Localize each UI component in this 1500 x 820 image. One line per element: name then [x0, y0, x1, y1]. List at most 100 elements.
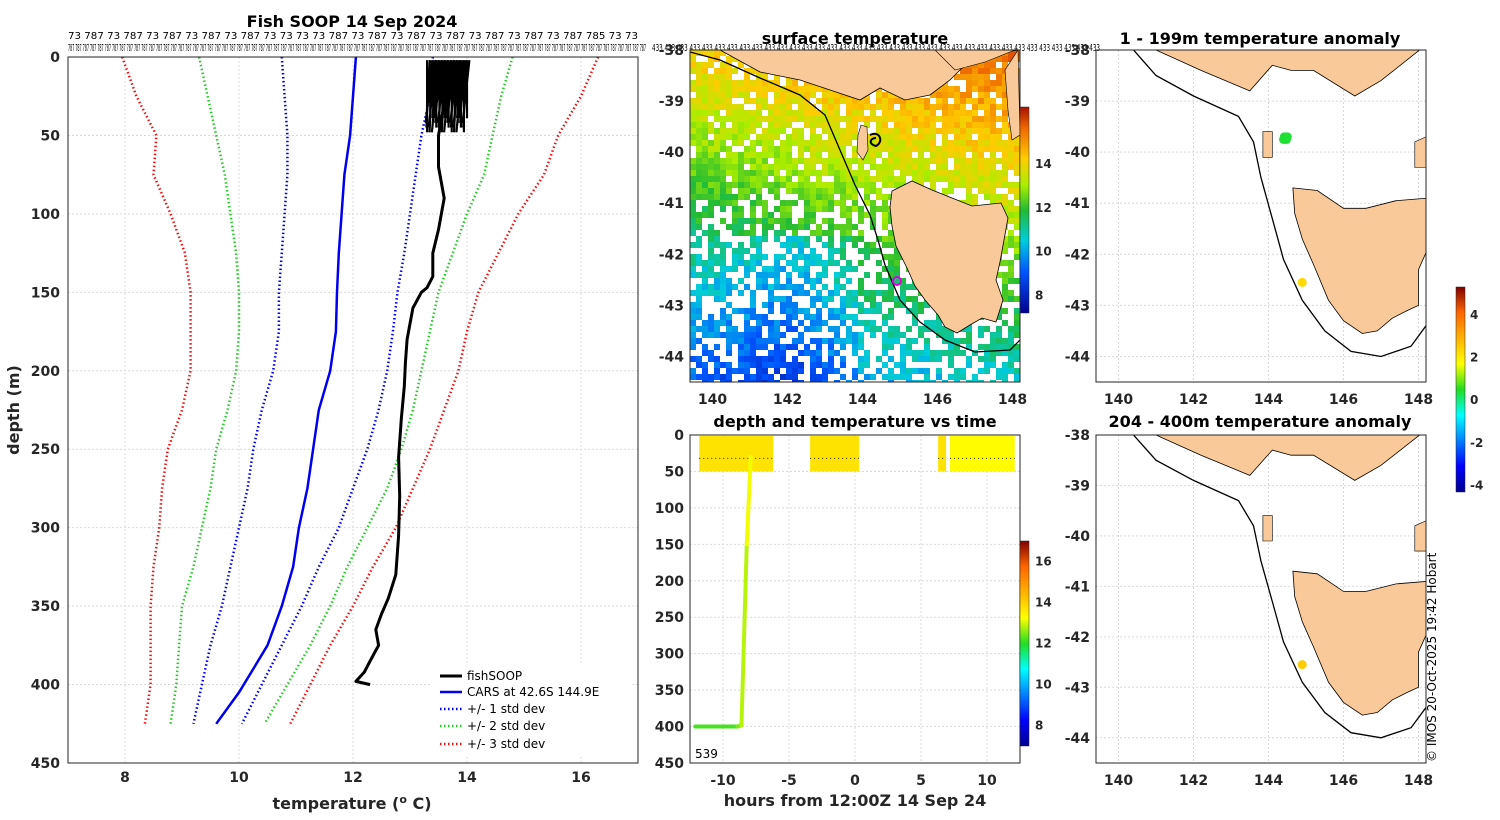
sst-pixel	[1002, 128, 1008, 134]
sst-colorbar	[1019, 106, 1030, 314]
sst-pixel	[912, 296, 918, 302]
sst-pixel	[810, 194, 816, 200]
sst-pixel	[1014, 278, 1020, 284]
sst-pixel	[882, 104, 888, 110]
sst-pixel	[720, 104, 726, 110]
sst-pixel	[834, 182, 840, 188]
sst-pixel	[738, 332, 744, 338]
sst-pixel	[900, 170, 906, 176]
sst-pixel	[1014, 308, 1020, 314]
sst-pixel	[804, 326, 810, 332]
sst-pixel	[702, 68, 708, 74]
sst-pixel	[786, 278, 792, 284]
sst-pixel	[894, 296, 900, 302]
sst-pixel	[696, 164, 702, 170]
sst-pixel	[918, 308, 924, 314]
sst-pixel	[834, 92, 840, 98]
sst-pixel	[696, 170, 702, 176]
sst-pixel	[720, 380, 726, 382]
sst-pixel	[918, 176, 924, 182]
sst-pixel	[930, 170, 936, 176]
sst-pixel	[714, 326, 720, 332]
anomaly-1-axes-box	[1095, 49, 1427, 383]
sst-pixel	[1002, 170, 1008, 176]
sst-pixel	[876, 356, 882, 362]
sst-pixel	[960, 152, 966, 158]
sst-pixel	[816, 122, 822, 128]
sst-pixel	[738, 182, 744, 188]
sst-pixel	[840, 362, 846, 368]
sst-pixel	[1014, 206, 1020, 212]
sst-pixel	[702, 188, 708, 194]
sst-pixel	[744, 320, 750, 326]
sst-pixel	[846, 182, 852, 188]
sst-pixel	[756, 260, 762, 266]
sst-pixel	[846, 158, 852, 164]
sst-pixel	[708, 122, 714, 128]
sst-pixel	[852, 266, 858, 272]
sst-pixel	[798, 254, 804, 260]
sst-pixel	[768, 188, 774, 194]
sst-pixel	[888, 182, 894, 188]
sst-pixel	[726, 116, 732, 122]
sst-pixel	[966, 338, 972, 344]
sst-pixel	[858, 320, 864, 326]
sst-pixel	[942, 332, 948, 338]
sst-pixel	[984, 86, 990, 92]
sst-pixel	[930, 122, 936, 128]
sst-pixel	[1002, 182, 1008, 188]
sst-pixel	[750, 86, 756, 92]
sst-pixel	[900, 140, 906, 146]
sst-pixel	[744, 116, 750, 122]
sst-pixel	[690, 104, 696, 110]
sst-pixel	[906, 284, 912, 290]
sst-pixel	[846, 332, 852, 338]
sst-pixel	[756, 332, 762, 338]
sst-pixel	[876, 272, 882, 278]
sst-pixel	[732, 200, 738, 206]
sst-pixel	[822, 86, 828, 92]
sst-pixel	[846, 176, 852, 182]
sst-pixel	[720, 176, 726, 182]
sst-pixel	[762, 176, 768, 182]
sst-pixel	[732, 248, 738, 254]
sst-pixel	[864, 374, 870, 380]
sst-pixel	[726, 62, 732, 68]
sst-pixel	[732, 56, 738, 62]
sst-pixel	[924, 326, 930, 332]
sst-pixel	[822, 368, 828, 374]
sst-pixel	[768, 146, 774, 152]
sst-pixel	[810, 164, 816, 170]
sst-xtick-label: 140	[698, 392, 727, 408]
sst-pixel	[714, 362, 720, 368]
sst-pixel	[894, 326, 900, 332]
sst-pixel	[714, 344, 720, 350]
sst-pixel	[780, 284, 786, 290]
sst-pixel	[762, 362, 768, 368]
sst-pixel	[762, 152, 768, 158]
sst-pixel	[690, 68, 696, 74]
sst-pixel	[750, 356, 756, 362]
sst-pixel	[930, 128, 936, 134]
sst-pixel	[786, 86, 792, 92]
sst-pixel	[702, 320, 708, 326]
sst-pixel	[690, 242, 696, 248]
sst-pixel	[834, 278, 840, 284]
sst-pixel	[834, 158, 840, 164]
sst-pixel	[972, 194, 978, 200]
sst-pixel	[852, 170, 858, 176]
sst-pixel	[834, 170, 840, 176]
sst-pixel	[834, 110, 840, 116]
sst-pixel	[966, 158, 972, 164]
sst-pixel	[1008, 278, 1014, 284]
sst-pixel	[804, 344, 810, 350]
sst-pixel	[828, 350, 834, 356]
sst-pixel	[990, 98, 996, 104]
sst-pixel	[774, 230, 780, 236]
sst-pixel	[888, 140, 894, 146]
sst-pixel	[702, 140, 708, 146]
sst-pixel	[726, 134, 732, 140]
sst-pixel	[1002, 116, 1008, 122]
sst-ytick-label: -40	[659, 145, 685, 161]
sst-pixel	[762, 344, 768, 350]
